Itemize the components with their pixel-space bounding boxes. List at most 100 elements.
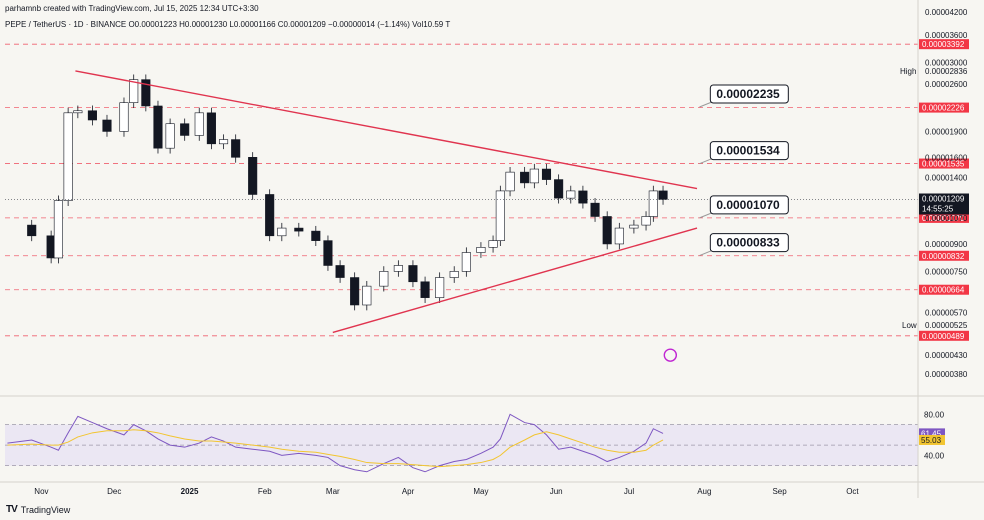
candle-body bbox=[614, 227, 624, 245]
time-tick-label: Mar bbox=[326, 487, 340, 496]
tradingview-logo: TV bbox=[6, 504, 18, 515]
candle-body bbox=[265, 194, 275, 237]
time-tick-label: Oct bbox=[846, 487, 859, 496]
trendline-lower bbox=[332, 227, 698, 334]
tradingview-brand: TradingView bbox=[20, 504, 71, 515]
level-badge bbox=[919, 102, 969, 113]
rsi-tick-label: 40.00 bbox=[924, 451, 945, 460]
time-tick-label: 2025 bbox=[181, 487, 199, 496]
symbol-info: PEPE / TetherUS · 1D · BINANCE O0.000012… bbox=[5, 20, 451, 29]
candle-body bbox=[541, 168, 552, 180]
price-callouts: 0.00002235 0.00001534 0.00001070 0.00000833 bbox=[699, 84, 789, 257]
price-tick-label: 0.00000750 bbox=[925, 267, 968, 276]
level-badge bbox=[919, 284, 969, 295]
candle-body bbox=[602, 216, 612, 245]
candle-body bbox=[505, 171, 515, 192]
candle-body bbox=[350, 277, 360, 306]
callout-box bbox=[709, 141, 789, 161]
candle-body bbox=[102, 119, 112, 132]
candle-body bbox=[476, 247, 486, 253]
callout-box bbox=[709, 84, 789, 104]
time-tick-label: Jun bbox=[550, 487, 563, 496]
candle-body bbox=[648, 190, 658, 217]
candle-body bbox=[641, 216, 651, 226]
callout-box bbox=[709, 195, 789, 215]
candle-body bbox=[119, 102, 129, 132]
candle-body bbox=[129, 79, 139, 103]
time-tick-label: Aug bbox=[697, 487, 711, 496]
trendlines bbox=[75, 70, 698, 334]
price-tick-label: 0.00001070 bbox=[925, 214, 968, 223]
price-tick-label: 0.00002600 bbox=[925, 80, 968, 89]
candles bbox=[5, 74, 918, 311]
candle-body bbox=[520, 171, 530, 184]
candle-body bbox=[379, 271, 389, 287]
candle-body bbox=[629, 224, 639, 229]
rsi-ma-badge bbox=[919, 434, 945, 445]
level-badge bbox=[919, 39, 969, 50]
callout-label: 0.00000833 bbox=[716, 236, 780, 250]
rsi-value-badge bbox=[919, 428, 945, 439]
candle-body bbox=[248, 157, 258, 195]
candle-body bbox=[73, 110, 83, 114]
rsi-line bbox=[7, 413, 664, 473]
candle-body bbox=[658, 190, 668, 200]
price-axis: 0.00004200 0.00003600 0.00003000 0.00002600… bbox=[917, 0, 969, 498]
price-tick-label: 0.00000380 bbox=[925, 370, 968, 379]
candle-body bbox=[578, 190, 588, 204]
candle-body bbox=[495, 190, 505, 241]
price-tick-label: 0.00003600 bbox=[925, 31, 968, 40]
level-label: 0.00000832 bbox=[922, 252, 965, 261]
rsi-value-label: 61.45 bbox=[921, 429, 942, 438]
trendline-upper bbox=[75, 70, 698, 190]
candle-body bbox=[87, 110, 97, 121]
candle-body bbox=[194, 112, 204, 136]
candle-body bbox=[488, 240, 498, 248]
time-tick-label: May bbox=[473, 487, 488, 496]
credit-text: parhamnb created with TradingView.com, J… bbox=[5, 4, 259, 13]
time-tick-label: Nov bbox=[34, 487, 48, 496]
high-label: High bbox=[900, 67, 916, 76]
candle-body bbox=[141, 79, 151, 107]
current-price-label: 0.00001209 bbox=[922, 194, 965, 203]
high-value: 0.00002836 bbox=[925, 67, 968, 76]
rsi-ma-line bbox=[7, 429, 664, 468]
misc-markers: High 0.00002836 Low 0.00000525 bbox=[663, 67, 968, 362]
support-resistance-levels: 0.00003392 0.00002226 0.00001535 0.00001070… bbox=[5, 39, 969, 341]
level-label: 0.00002226 bbox=[922, 104, 965, 113]
candle-body bbox=[393, 265, 403, 272]
tradingview-footer: TV TradingView bbox=[6, 504, 70, 515]
candle-body bbox=[231, 139, 241, 158]
price-tick-label: 0.00001400 bbox=[925, 173, 968, 182]
price-tick-label: 0.00001900 bbox=[925, 127, 968, 136]
countdown-label: 14:55:25 bbox=[922, 204, 954, 213]
low-label: Low bbox=[902, 321, 917, 330]
price-tick-label: 0.00000570 bbox=[925, 309, 968, 318]
indicator-logo-icon bbox=[663, 348, 678, 362]
candle-body bbox=[53, 200, 63, 259]
callout-box bbox=[709, 233, 789, 253]
candle-body bbox=[408, 265, 418, 283]
price-tick-label: 0.00004200 bbox=[925, 8, 968, 17]
level-label: 0.00001070 bbox=[922, 214, 965, 223]
candle-body bbox=[554, 179, 564, 199]
candle-body bbox=[277, 227, 287, 237]
current-price-badge bbox=[919, 193, 969, 215]
candle-body bbox=[294, 227, 304, 232]
rsi-tick-label: 80.00 bbox=[924, 410, 945, 419]
candle-body bbox=[311, 230, 321, 241]
candle-body bbox=[461, 252, 471, 272]
candle-body bbox=[529, 168, 539, 184]
low-value: 0.00000525 bbox=[925, 321, 968, 330]
rsi-ma-label: 55.03 bbox=[921, 436, 942, 445]
price-tick-label: 0.00001600 bbox=[925, 153, 968, 162]
level-badge bbox=[919, 212, 969, 223]
level-badge bbox=[919, 330, 969, 341]
candle-body bbox=[435, 277, 445, 298]
candle-body bbox=[206, 112, 216, 145]
candle-body bbox=[362, 285, 372, 306]
candle-body bbox=[27, 224, 37, 237]
candle-body bbox=[449, 271, 459, 278]
